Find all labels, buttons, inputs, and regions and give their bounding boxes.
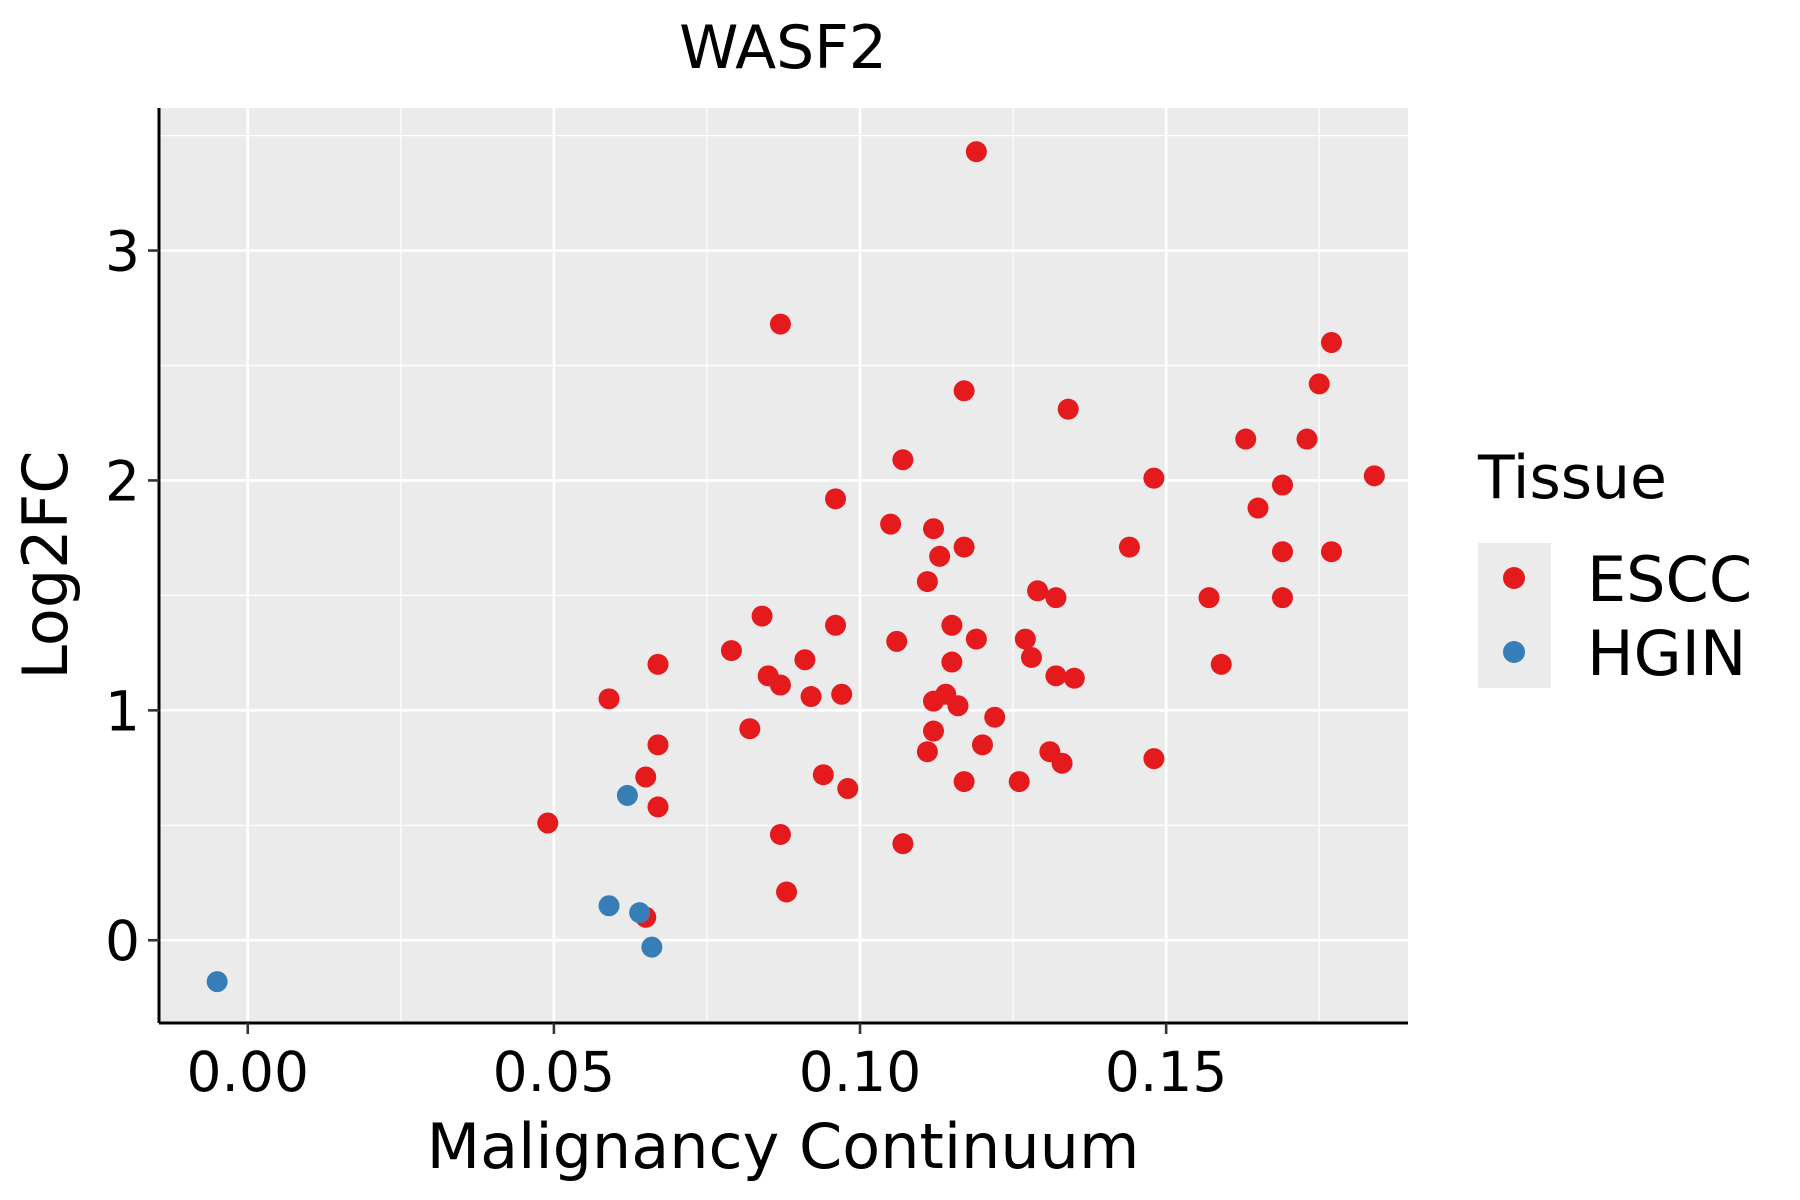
legend-label-hgin: HGIN [1587,617,1746,690]
point-escc-16 [953,536,975,558]
point-escc-30 [965,628,987,650]
point-escc-17 [1118,536,1140,558]
point-escc-26 [751,605,773,627]
point-hgin-1 [598,895,620,917]
point-escc-15 [923,518,945,540]
point-hgin-3 [641,936,663,958]
point-escc-57 [635,766,657,788]
point-escc-10 [1363,465,1385,487]
point-escc-52 [971,734,993,756]
point-escc-28 [941,614,963,636]
y-tick-label-3: 3 [105,220,140,284]
point-escc-32 [720,640,742,662]
point-escc-51 [647,734,669,756]
point-escc-5 [1057,398,1079,420]
legend: Tissue ESCC HGIN [1477,443,1752,690]
point-escc-23 [1045,587,1067,609]
point-escc-20 [1320,541,1342,563]
point-escc-56 [1051,752,1073,774]
x-tick-label-3: 0.15 [1105,1040,1227,1104]
data-points [206,141,1385,993]
point-escc-47 [947,695,969,717]
point-hgin-4 [206,971,228,993]
point-escc-27 [825,614,847,636]
point-escc-36 [941,651,963,673]
point-escc-11 [1271,474,1293,496]
point-escc-55 [1143,748,1165,770]
point-escc-42 [598,688,620,710]
point-escc-7 [1296,428,1318,450]
point-escc-24 [1198,587,1220,609]
point-escc-3 [1308,373,1330,395]
point-hgin-0 [616,784,638,806]
point-escc-4 [953,380,975,402]
x-axis-ticks: 0.00 0.05 0.10 0.15 [187,1023,1227,1104]
x-tick-label-1: 0.05 [493,1040,615,1104]
point-escc-0 [965,141,987,163]
point-escc-53 [916,741,938,763]
point-escc-21 [916,571,938,593]
y-axis-ticks: 0 1 2 3 [105,220,159,973]
point-escc-34 [1020,646,1042,668]
point-escc-63 [537,812,559,834]
x-tick-label-0: 0.00 [187,1040,309,1104]
point-escc-13 [1247,497,1269,519]
point-escc-33 [794,649,816,671]
legend-key-hgin [1503,641,1525,663]
plot-panel [159,108,1408,1023]
point-escc-2 [1320,331,1342,353]
point-escc-58 [812,764,834,786]
point-escc-31 [1014,628,1036,650]
y-axis-title: Log2FC [9,450,82,679]
point-escc-35 [647,653,669,675]
point-escc-59 [953,771,975,793]
point-escc-37 [1210,653,1232,675]
point-escc-8 [892,449,914,471]
point-escc-14 [880,513,902,535]
point-escc-12 [825,488,847,510]
grid-major [159,108,1408,1023]
point-escc-48 [984,706,1006,728]
point-escc-41 [769,674,791,696]
legend-key-escc [1503,567,1525,589]
chart-title: WASF2 [679,13,887,83]
x-tick-label-2: 0.10 [799,1040,921,1104]
y-tick-label-0: 0 [105,909,140,973]
point-escc-25 [1271,587,1293,609]
point-escc-50 [923,720,945,742]
point-escc-64 [769,823,791,845]
point-escc-40 [1063,667,1085,689]
point-escc-29 [886,630,908,652]
point-escc-60 [1008,771,1030,793]
x-axis-title: Malignancy Continuum [427,1110,1140,1183]
y-tick-label-2: 2 [105,449,140,513]
point-escc-46 [923,690,945,712]
point-escc-1 [769,313,791,335]
legend-label-escc: ESCC [1587,543,1752,616]
point-escc-62 [647,796,669,818]
point-escc-43 [800,686,822,708]
point-escc-18 [929,545,951,567]
point-escc-44 [831,683,853,705]
point-escc-39 [1045,665,1067,687]
point-hgin-2 [629,902,651,924]
point-escc-9 [1143,467,1165,489]
point-escc-49 [739,718,761,740]
point-escc-19 [1271,541,1293,563]
point-escc-66 [776,881,798,903]
point-escc-22 [1027,580,1049,602]
point-escc-6 [1235,428,1257,450]
point-escc-65 [892,833,914,855]
y-tick-label-1: 1 [105,679,140,743]
point-escc-61 [837,778,859,800]
legend-title: Tissue [1477,443,1667,513]
legend-key-background [1478,543,1551,688]
